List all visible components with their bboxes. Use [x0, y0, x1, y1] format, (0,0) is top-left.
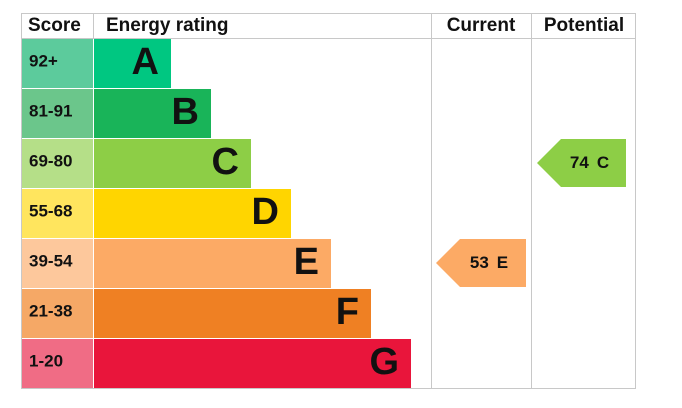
score-cell — [22, 339, 93, 388]
rating-bar — [94, 189, 291, 238]
rating-letter: C — [212, 141, 239, 183]
rating-bar — [94, 289, 371, 338]
rating-letter: E — [294, 241, 319, 283]
potential-letter: C — [597, 153, 609, 172]
rating-bar — [94, 39, 171, 88]
frame — [21, 13, 636, 389]
current-letter: E — [497, 253, 508, 272]
rating-bar — [94, 139, 251, 188]
header-potential: Potential — [544, 15, 624, 36]
current-arrow — [436, 239, 526, 287]
score-cell — [22, 289, 93, 338]
rating-letter: A — [132, 41, 159, 83]
score-label: 1-20 — [29, 351, 63, 370]
rating-letter: F — [336, 291, 359, 333]
potential-label: 74 C — [570, 153, 609, 172]
current-label: 53 E — [470, 253, 508, 272]
score-cell — [22, 189, 93, 238]
score-label: 39-54 — [29, 251, 73, 270]
score-label: 21-38 — [29, 301, 72, 320]
header-rating: Energy rating — [106, 15, 228, 36]
header-current: Current — [447, 15, 516, 36]
score-label: 81-91 — [29, 101, 72, 120]
score-label: 69-80 — [29, 151, 72, 170]
rating-letter: G — [369, 341, 399, 383]
score-label: 55-68 — [29, 201, 72, 220]
potential-value: 74 — [570, 153, 589, 172]
score-cell — [22, 139, 93, 188]
current-value: 53 — [470, 253, 489, 272]
rating-bar — [94, 239, 331, 288]
rating-letter: B — [172, 91, 199, 133]
rating-letter: D — [252, 191, 279, 233]
rating-bar — [94, 89, 211, 138]
potential-arrow — [537, 139, 626, 187]
rating-bar — [94, 339, 411, 388]
score-cell — [22, 239, 93, 288]
grid — [21, 13, 636, 389]
score-label: 92+ — [29, 51, 58, 70]
score-cell — [22, 39, 93, 88]
header-score: Score — [28, 15, 81, 36]
score-cell — [22, 89, 93, 138]
